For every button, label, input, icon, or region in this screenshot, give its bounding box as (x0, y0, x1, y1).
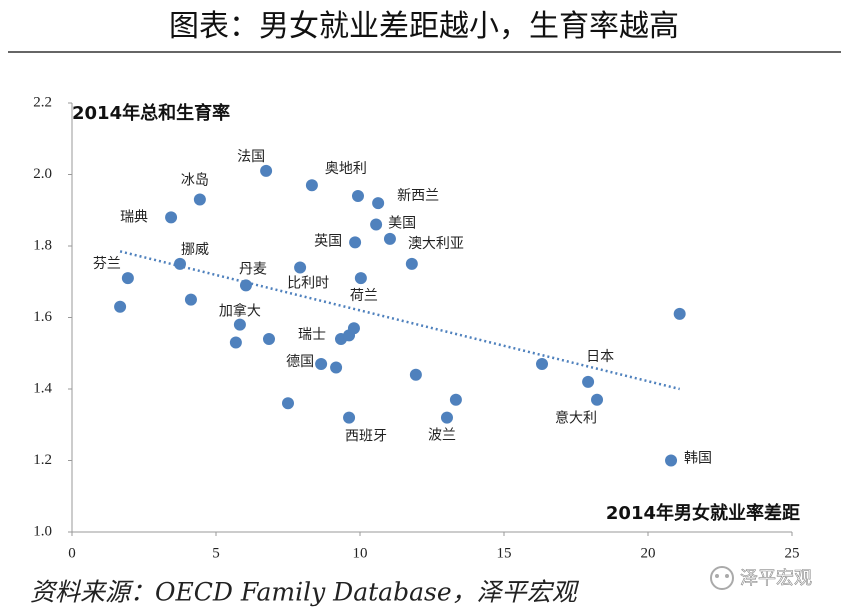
point (330, 361, 343, 374)
point (351, 189, 364, 202)
point (591, 393, 604, 406)
trendline (119, 250, 680, 391)
y-tick-label: 2.2 (33, 94, 52, 110)
point-label: 加拿大 (219, 303, 261, 320)
point-label: 新西兰 (397, 188, 439, 204)
point (673, 307, 686, 320)
point-label: 瑞士 (298, 327, 326, 343)
point-label: 冰岛 (181, 173, 209, 189)
point (193, 193, 206, 206)
point-label: 意大利 (555, 410, 597, 427)
point (405, 257, 418, 270)
point (370, 218, 383, 231)
point-label: 韩国 (684, 451, 712, 467)
point (260, 164, 273, 177)
x-tick-label: 25 (785, 545, 800, 561)
source-note: 资料来源：OECD Family Database，泽平宏观 (30, 578, 580, 607)
watermark-text: 泽平宏观 (740, 568, 812, 589)
point-label: 瑞典 (120, 209, 148, 225)
watermark: 泽平宏观 (710, 566, 812, 590)
point (165, 211, 178, 224)
point-label: 德国 (286, 354, 314, 370)
watermark-icon (710, 566, 734, 590)
y-axis-title: 2014年总和生育率 (72, 102, 230, 124)
point-label: 英国 (314, 232, 342, 249)
y-tick-label: 2.0 (33, 166, 52, 182)
y-tick-label: 1.6 (33, 309, 52, 325)
point (665, 454, 678, 467)
point (184, 293, 197, 306)
point (449, 393, 462, 406)
point-label: 法国 (237, 149, 265, 165)
point-label: 比利时 (287, 275, 329, 291)
point (233, 318, 246, 331)
point (349, 236, 362, 249)
point (347, 322, 360, 335)
point-label: 荷兰 (350, 288, 378, 304)
y-tick-label: 1.8 (33, 237, 52, 253)
point (582, 375, 595, 388)
point (440, 411, 453, 424)
y-tick-label: 1.0 (33, 523, 52, 539)
point (294, 261, 307, 274)
point (409, 368, 422, 381)
point (262, 332, 275, 345)
point-label: 芬兰 (93, 256, 121, 272)
point-label: 波兰 (428, 428, 456, 444)
point (315, 357, 328, 370)
x-tick-label: 10 (353, 545, 368, 561)
x-tick-label: 5 (212, 545, 220, 561)
point-label: 西班牙 (345, 429, 387, 445)
point (114, 300, 127, 313)
point-label: 奥地利 (325, 160, 367, 177)
x-tick-label: 0 (68, 545, 76, 561)
point (372, 197, 385, 210)
x-tick-label: 15 (497, 545, 512, 561)
point (239, 279, 252, 292)
watermark-icon-dot (725, 574, 729, 578)
point (383, 232, 396, 245)
x-axis-title: 2014年男女就业率差距 (606, 502, 800, 524)
point-label: 美国 (388, 216, 416, 232)
x-tick-label: 20 (641, 545, 656, 561)
chart-title: 图表：男女就业差距越小，生育率越高 (169, 9, 679, 44)
point-label: 丹麦 (239, 261, 267, 277)
y-tick-label: 1.2 (33, 452, 52, 468)
y-tick-label: 1.4 (33, 380, 52, 396)
point (282, 397, 294, 410)
point-label: 日本 (586, 349, 614, 365)
point (536, 357, 549, 370)
point (174, 257, 186, 270)
point (305, 179, 318, 192)
point (121, 272, 134, 285)
point-label: 澳大利亚 (408, 236, 464, 252)
point-label: 挪威 (181, 242, 209, 258)
watermark-icon-dot (715, 574, 719, 578)
point (354, 272, 367, 285)
point (343, 411, 356, 424)
point (229, 336, 242, 349)
